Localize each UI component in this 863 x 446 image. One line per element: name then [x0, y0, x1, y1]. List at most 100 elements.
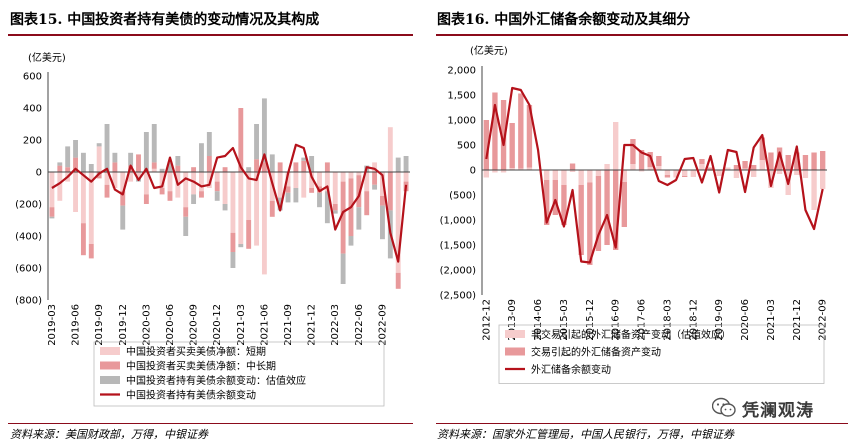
c1-bar-segment: [820, 151, 826, 170]
c0-bar-segment: [151, 162, 157, 169]
c1-bar-segment: [578, 170, 584, 185]
chart-15: (亿美元) 600 400 200 0 (200) (400) (600) (800) 2019-…: [15, 51, 410, 407]
c0-y-tick-label: 0: [36, 168, 42, 179]
c1-bar-segment: [518, 93, 524, 169]
c0-bar-segment: [238, 172, 244, 244]
c1-bar-segment: [569, 163, 576, 170]
c1-x-tick-label: 2018-03: [662, 299, 673, 341]
c0-y-tick-label: (800): [15, 296, 42, 307]
c1-bar-segment: [638, 170, 645, 172]
c0-bar-segment: [88, 164, 94, 172]
c1-bar-segment: [725, 167, 731, 170]
c1-y-tick-label: (2,000): [440, 266, 477, 277]
c1-bar-segment: [578, 185, 584, 255]
c1-bar-segment: [742, 168, 748, 170]
c0-bar-segment: [348, 236, 354, 246]
c0-bar-segment: [151, 168, 157, 172]
c1-bar-segment: [751, 170, 757, 177]
c1-bar-segment: [794, 152, 800, 170]
c0-bar-segment: [261, 162, 267, 172]
c1-bar-segment: [733, 170, 740, 178]
c1-bar-segment: [509, 168, 515, 170]
c0-bar-segment: [285, 172, 291, 187]
c0-bar-segment: [57, 165, 63, 172]
c0-bar-segment: [104, 172, 110, 185]
c0-bar-segment: [332, 210, 338, 214]
c1-bar-segment: [664, 175, 671, 178]
c1-y-tick-label: 2,000: [447, 66, 476, 77]
c0-line-series: [51, 143, 408, 263]
wechat-icon: [712, 397, 736, 417]
c0-bar-segment: [395, 272, 401, 289]
c0-bar-segment: [277, 172, 283, 198]
c0-bar-segment: [73, 140, 78, 158]
c0-bar-segment: [403, 172, 409, 182]
c0-bar-segment: [364, 191, 370, 216]
c1-x-tick-label: 2012-12: [481, 299, 492, 341]
c0-bar-segment: [348, 172, 354, 179]
c0-bar-segment: [73, 172, 78, 212]
c1-bar-segment: [699, 159, 705, 164]
c0-bar-segment: [293, 188, 299, 203]
c1-x-tick-label: 2016-09: [611, 299, 622, 341]
c1-bar-segment: [552, 170, 558, 180]
c1-bar-segment: [759, 160, 765, 170]
c0-bar-segment: [222, 204, 228, 211]
c1-bar-segment: [647, 152, 653, 167]
c0-bar-segment: [80, 152, 86, 172]
c0-bar-segment: [49, 216, 55, 219]
c0-bar-segment: [254, 159, 259, 172]
c0-bar-segment: [167, 172, 173, 192]
c1-x-tick-label: 2022-09: [818, 299, 829, 341]
c0-bar-segment: [96, 146, 102, 172]
c0-x-tick-label: 2022-09: [377, 304, 388, 346]
c1-y-tick-label: (500): [449, 191, 476, 202]
c0-bar-segment: [167, 162, 173, 172]
c1-bar-segment: [526, 105, 533, 168]
watermark: 凭澜观涛: [712, 396, 814, 421]
c0-legend-swatch: [100, 361, 120, 370]
c0-bar-segment: [159, 172, 165, 188]
c0-bar-segment: [332, 204, 338, 211]
c0-y-tick-label: 600: [23, 72, 42, 83]
c1-bar-segment: [630, 164, 636, 170]
c0-bar-segment: [167, 191, 173, 201]
c1-bar-segment: [794, 170, 800, 175]
c1-x-tick-label: 2014-06: [533, 299, 544, 341]
c1-bar-segment: [802, 170, 809, 178]
c1-bar-segment: [544, 170, 550, 180]
c0-bar-segment: [80, 223, 86, 256]
c1-bar-segment: [500, 100, 507, 170]
c0-bar-segment: [80, 172, 86, 224]
c1-bar-segment: [811, 170, 817, 210]
c1-bar-segment: [561, 170, 567, 185]
c0-bar-segment: [277, 162, 283, 172]
c0-y-tick-label: (200): [15, 200, 42, 211]
c0-bar-segment: [49, 207, 55, 217]
c0-bar-segment: [364, 172, 370, 192]
c0-bar-segment: [324, 162, 330, 172]
c1-bar-segment: [751, 165, 757, 170]
c0-bar-segment: [143, 194, 149, 204]
c0-legend-label: 中国投资者持有美债余额变动: [126, 389, 256, 402]
c1-x-tick-label: 2021-12: [792, 299, 803, 341]
c1-legend-label: 交易引起的外汇储备资产变动: [531, 346, 661, 359]
c0-bar-segment: [191, 194, 197, 204]
c1-bar-segment: [595, 170, 602, 176]
c1-bar-segment: [509, 123, 515, 168]
c0-bar-segment: [356, 172, 362, 176]
c1-bar-segment: [820, 170, 826, 189]
c1-bar-segment: [802, 155, 809, 170]
c1-x-tick-label: 2013-09: [507, 299, 518, 341]
c0-bar-segment: [73, 157, 78, 172]
c0-bar-segment: [183, 172, 189, 208]
c0-y-tick-label: (400): [15, 232, 42, 243]
c1-y-tick-label: (1,000): [440, 216, 477, 227]
c0-bar-segment: [159, 188, 165, 195]
c0-bar-segment: [301, 172, 307, 198]
c0-legend-label: 中国投资者买卖美债净额：中长期: [126, 360, 276, 373]
c1-bar-segment: [811, 152, 817, 170]
c0-bar-segment: [246, 220, 252, 249]
c1-legend-swatch: [505, 330, 525, 338]
c0-bar-segment: [88, 244, 94, 259]
